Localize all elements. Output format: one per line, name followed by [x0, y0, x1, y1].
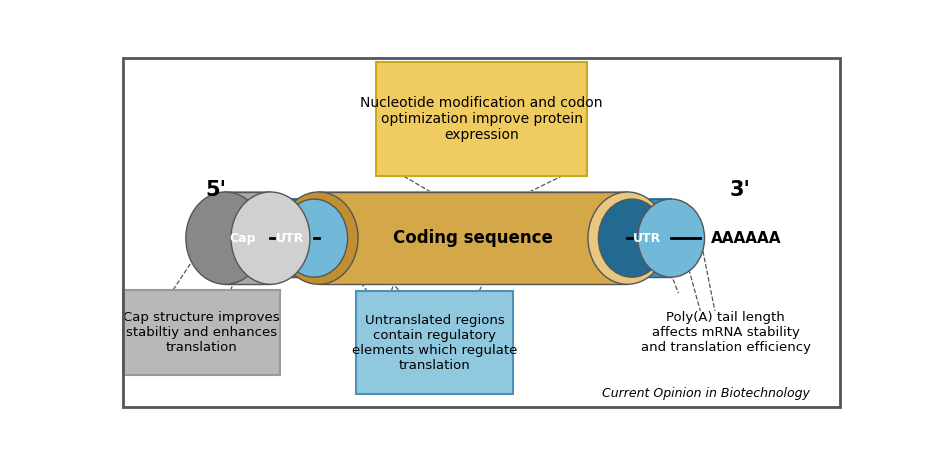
Ellipse shape — [279, 192, 358, 284]
Ellipse shape — [599, 199, 666, 277]
Text: 5': 5' — [205, 180, 227, 200]
Bar — [319, 192, 628, 284]
Bar — [274, 199, 314, 277]
Ellipse shape — [281, 199, 348, 277]
Ellipse shape — [186, 192, 265, 284]
Text: Cap structure improves
stabiltiy and enhances
translation: Cap structure improves stabiltiy and enh… — [123, 311, 279, 354]
Ellipse shape — [588, 192, 666, 284]
Text: UTR: UTR — [633, 231, 661, 245]
Ellipse shape — [637, 199, 705, 277]
Ellipse shape — [231, 192, 310, 284]
Text: AAAAAA: AAAAAA — [712, 230, 782, 246]
Text: UTR: UTR — [276, 231, 305, 245]
FancyBboxPatch shape — [123, 290, 279, 375]
Bar — [632, 199, 671, 277]
Ellipse shape — [241, 199, 307, 277]
Text: Coding sequence: Coding sequence — [393, 229, 553, 247]
Text: Cap: Cap — [229, 231, 256, 245]
Text: 3': 3' — [730, 180, 751, 200]
Text: Untranslated regions
contain regulatory
elements which regulate
translation: Untranslated regions contain regulatory … — [352, 314, 517, 372]
Bar — [226, 192, 271, 284]
Text: Nucleotide modification and codon
optimization improve protein
expression: Nucleotide modification and codon optimi… — [361, 96, 603, 142]
Text: Current Opinion in Biotechnology: Current Opinion in Biotechnology — [602, 387, 809, 400]
FancyBboxPatch shape — [356, 291, 512, 394]
Text: Poly(A) tail length
affects mRNA stability
and translation efficiency: Poly(A) tail length affects mRNA stabili… — [641, 311, 811, 354]
FancyBboxPatch shape — [376, 62, 588, 176]
